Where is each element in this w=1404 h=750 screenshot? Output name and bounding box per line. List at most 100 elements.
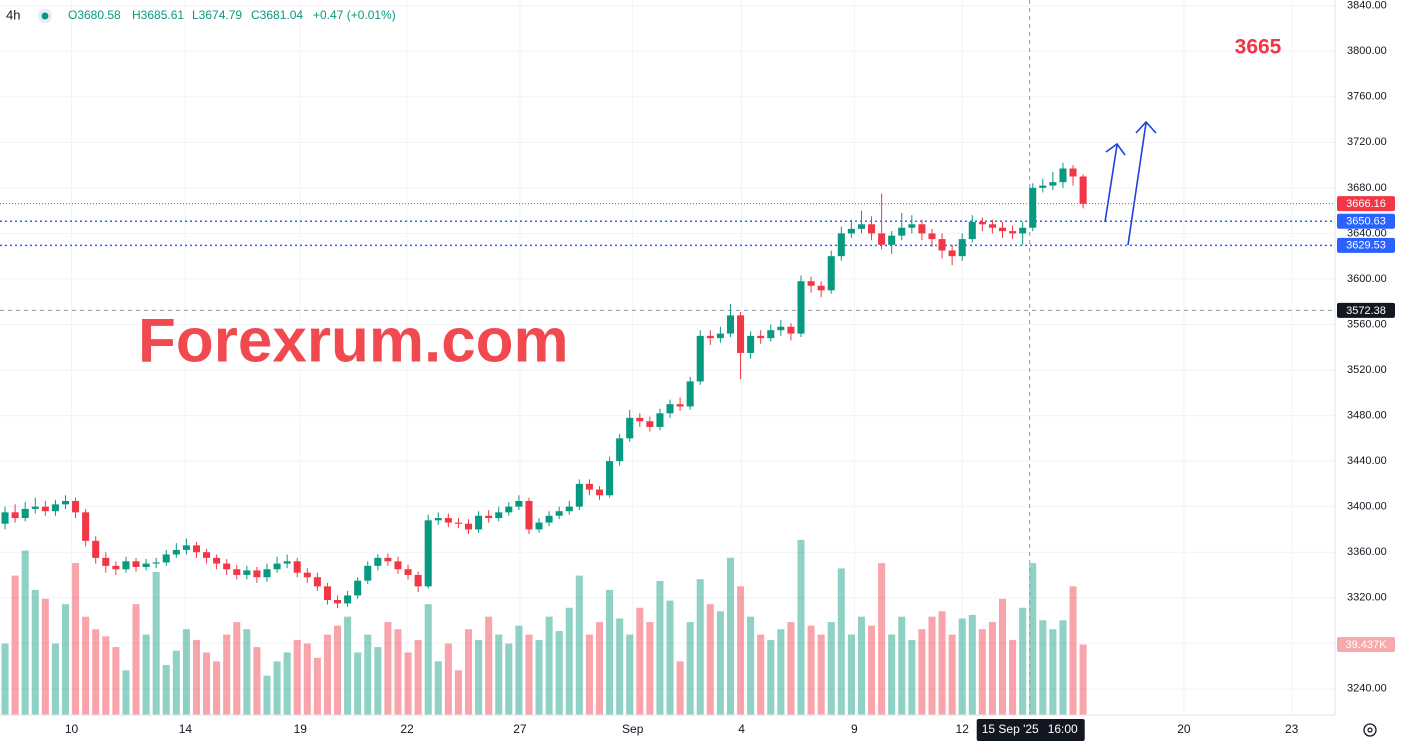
crosshair-price-box (1337, 302, 1395, 318)
volume-bar (1049, 629, 1057, 715)
candle-body (243, 570, 251, 575)
candles-layer (1, 162, 1087, 608)
candle-body (575, 483, 583, 507)
volume-bar (787, 622, 795, 715)
volume-bar (676, 661, 684, 715)
candle-body (988, 224, 996, 228)
candle-body (263, 569, 271, 578)
crosshair-date-box (976, 719, 1085, 741)
volume-bar (827, 622, 835, 715)
candle-body (787, 326, 795, 334)
y-tick-label: 3760.00 (1347, 91, 1387, 103)
candle-body (192, 545, 200, 553)
candle-body (404, 569, 412, 575)
y-tick-label: 3360.00 (1347, 546, 1387, 558)
candle-body (807, 281, 815, 286)
candle-body (998, 227, 1007, 232)
volume-bar (606, 589, 614, 715)
volume-bar (444, 643, 452, 715)
y-tick-label: 3480.00 (1347, 409, 1387, 421)
candle-body (837, 233, 845, 257)
lines-layer (0, 0, 1335, 715)
y-tick-label: 3440.00 (1347, 455, 1387, 467)
candle-body (142, 563, 150, 567)
candle-body (767, 330, 775, 339)
candle-body (273, 563, 281, 570)
volume-bar (303, 643, 311, 715)
crosshair-price: 3572.38 (1346, 305, 1386, 317)
y-tick-label: 3720.00 (1347, 136, 1387, 148)
x-tick-label: 14 (179, 722, 193, 736)
volume-bar (1079, 644, 1087, 715)
candle-body (928, 233, 936, 240)
candle-body (21, 508, 29, 519)
candle-body (1069, 168, 1077, 177)
watermark: Forexrum.com (138, 306, 569, 375)
volume-bar (908, 639, 916, 715)
volume-bar (31, 589, 39, 715)
volume-bar (394, 629, 402, 715)
candle-body (555, 511, 563, 516)
candle-body (666, 404, 674, 414)
annotation: 3665 (1235, 36, 1282, 59)
candle-body (213, 557, 221, 564)
candle-body (948, 250, 956, 257)
volume-bar (878, 563, 886, 715)
volume-bar (585, 634, 593, 715)
volume-bar (243, 629, 251, 715)
candle-body (303, 572, 311, 578)
candle-body (565, 506, 573, 512)
x-tick-label: Sep (622, 722, 644, 736)
candle-body (737, 315, 745, 353)
volume-bar (152, 572, 160, 715)
candle-body (585, 483, 593, 490)
arrow (1104, 142, 1126, 223)
candle-body (857, 224, 865, 229)
volume-bar (948, 634, 956, 715)
volume-bar (223, 634, 231, 715)
arrow (1127, 120, 1157, 246)
candle-body (434, 518, 442, 521)
high: H3685.61 (132, 8, 184, 22)
candle-body (1039, 185, 1047, 188)
volume-bar (273, 661, 281, 715)
candle-body (122, 561, 130, 570)
volume-bar (797, 539, 805, 715)
candle-body (374, 557, 382, 566)
y-tick-label: 3240.00 (1347, 683, 1387, 695)
open: O3680.58 (68, 8, 121, 22)
candle-body (102, 557, 110, 566)
volume-bar (263, 675, 271, 715)
x-tick-label: 20 (1177, 722, 1191, 736)
volume-bar (132, 604, 140, 715)
volume-bar (344, 616, 352, 715)
volume-bar (102, 636, 110, 715)
candle-body (152, 562, 160, 564)
volume-bar (998, 598, 1007, 715)
candle-body (777, 326, 785, 331)
candle-body (696, 335, 704, 382)
volume-bar (918, 629, 926, 715)
axis-bg (0, 715, 1404, 750)
candle-body (726, 315, 734, 334)
candle-body (394, 561, 402, 570)
candle-body (313, 577, 321, 587)
price-label-box (1337, 196, 1395, 212)
candle-body (968, 222, 976, 240)
volume-bar (92, 629, 100, 715)
volume-bar (354, 652, 362, 715)
grid (0, 0, 1335, 715)
candle-body (444, 518, 452, 523)
candle-body (132, 561, 140, 567)
candle-body (525, 500, 533, 530)
candle-body (636, 417, 644, 422)
candle-body (354, 580, 362, 596)
candle-body (676, 404, 684, 407)
volume-bar (565, 607, 573, 715)
volume-bar (726, 557, 734, 715)
candle-body (827, 256, 835, 291)
candle-body (414, 574, 422, 587)
